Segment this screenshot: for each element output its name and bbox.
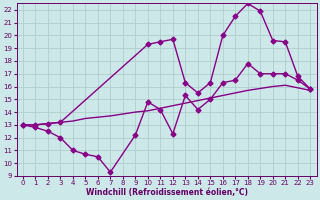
X-axis label: Windchill (Refroidissement éolien,°C): Windchill (Refroidissement éolien,°C) — [85, 188, 248, 197]
